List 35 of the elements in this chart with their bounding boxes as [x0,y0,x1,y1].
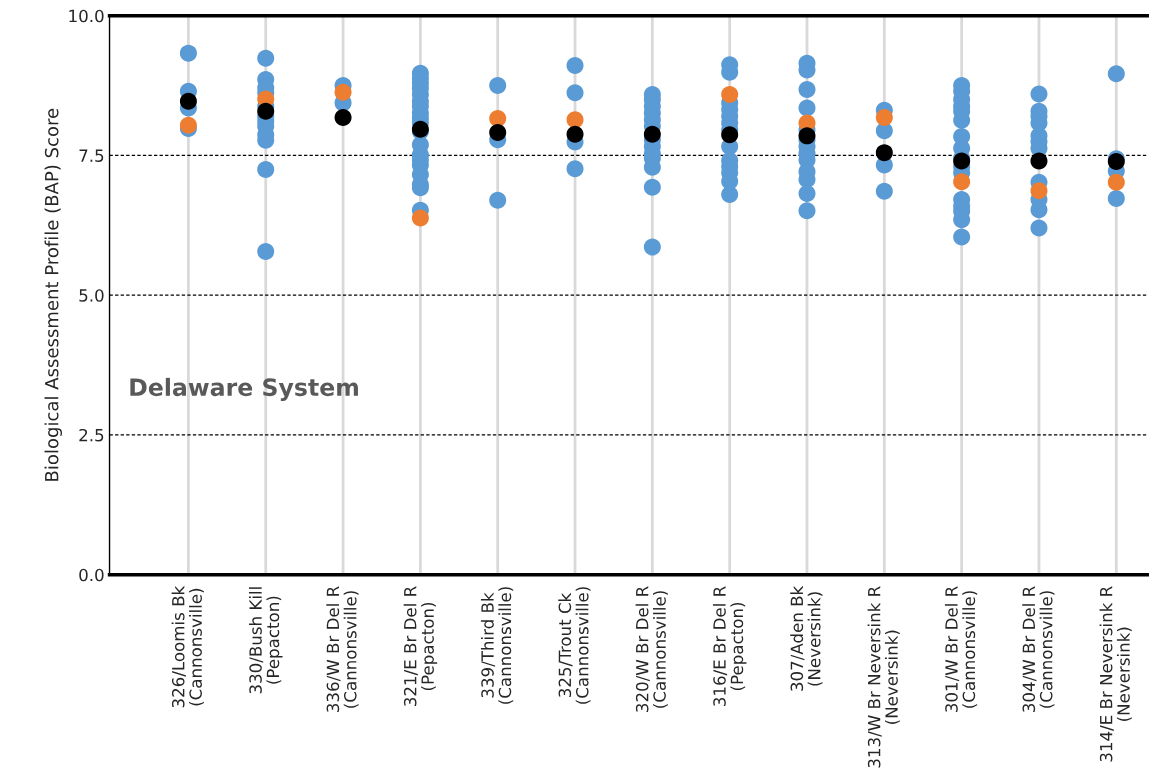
point [179,92,197,110]
y-axis-title: Biological Assessment Profile (BAP) Score [44,108,63,481]
y-tick-label: 0.0 [79,568,104,582]
point [411,209,429,227]
point [489,124,507,142]
x-tick-label: 320/W Br Del R (Cannonsville) [635,586,668,712]
point [566,125,584,143]
x-tick-label: 316/E Br Del R (Pepacton) [712,586,747,706]
y-tick-label: 7.5 [79,149,104,162]
point [334,83,352,101]
point [257,102,275,120]
x-tick-label: 307/Aden Bk (Neversink) [790,585,823,691]
x-tick-label: 326/Loomis Bk (Cannonsville) [171,585,204,708]
point [179,116,197,134]
x-tick-label: 330/Bush Kill (Pepacton) [248,587,283,694]
point [334,108,352,126]
x-tick-label: 325/Trout Ck (Cannonsville) [558,587,591,704]
y-tick-label: 5.0 [79,289,104,302]
x-tick-label: 336/W Br Del R (Cannonsville) [326,586,359,712]
x-tick-label: 301/W Br Del R (Cannonsville) [944,586,978,712]
y-tick-label: 10.0 [69,9,104,23]
x-tick-label: 313/W Br Neversink R (Neversink) [867,586,900,768]
y-tick-label: 2.5 [79,428,104,442]
point [489,110,507,128]
x-tick-label: 314/E Br Neversink R (Neversink) [1099,586,1132,762]
point [798,127,816,145]
point [721,126,739,144]
x-tick-label: 321/E Br Del R (Pepacton) [403,586,438,706]
point [875,144,893,162]
annotation: Delaware System [130,377,358,401]
point [1030,152,1048,170]
point [566,111,584,129]
x-tick-label: 304/W Br Del R (Cannonsville) [1022,586,1055,712]
x-tick-label: 339/Third Bk (Cannonsville) [480,587,514,704]
point [643,125,661,143]
